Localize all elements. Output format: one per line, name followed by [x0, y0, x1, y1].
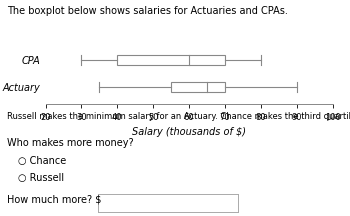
Text: Russell makes the minimum salary for an Actuary. Chance makes the third quartile: Russell makes the minimum salary for an … [7, 112, 350, 121]
Text: ○ Russell: ○ Russell [18, 173, 64, 183]
Text: How much more? $: How much more? $ [7, 194, 101, 204]
FancyBboxPatch shape [117, 55, 225, 65]
X-axis label: Salary (thousands of $): Salary (thousands of $) [132, 127, 246, 137]
Text: ○ Chance: ○ Chance [18, 156, 66, 165]
FancyBboxPatch shape [171, 82, 225, 92]
Text: Who makes more money?: Who makes more money? [7, 138, 134, 148]
Text: The boxplot below shows salaries for Actuaries and CPAs.: The boxplot below shows salaries for Act… [7, 6, 288, 16]
